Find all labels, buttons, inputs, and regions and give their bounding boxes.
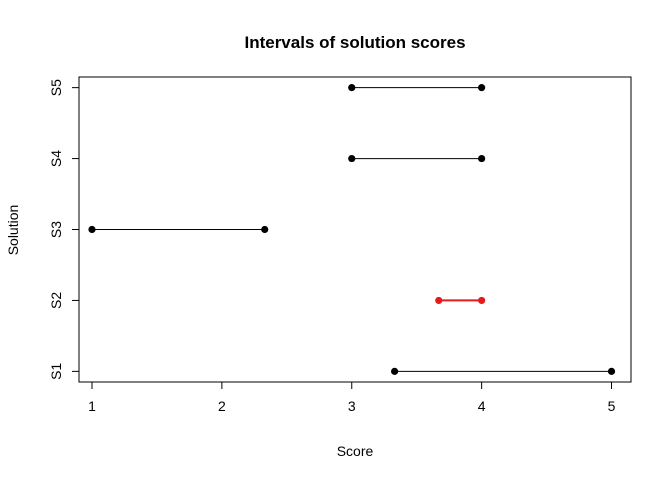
interval-high-point <box>261 225 269 234</box>
x-tick-label: 4 <box>478 398 486 414</box>
y-tick-label: S5 <box>48 79 64 96</box>
interval-s1 <box>391 367 616 375</box>
interval-high-point <box>478 154 486 163</box>
interval-s4 <box>348 154 486 163</box>
interval-series <box>88 84 616 375</box>
interval-high-point <box>478 84 486 92</box>
x-tick-label: 2 <box>218 398 226 414</box>
interval-low-point <box>348 154 356 163</box>
y-tick-label: S1 <box>48 363 64 380</box>
interval-s3 <box>88 225 269 234</box>
interval-s5 <box>348 84 486 92</box>
interval-high-point <box>607 367 616 375</box>
interval-low-point <box>88 225 96 234</box>
y-axis: S1 S2 S3 S4 S5 <box>48 79 80 380</box>
x-tick-label: 5 <box>608 398 616 414</box>
interval-high-point <box>478 296 486 305</box>
y-tick-label: S2 <box>48 292 64 309</box>
interval-s2 <box>435 296 486 305</box>
y-tick-label: S4 <box>48 150 64 167</box>
y-tick-label: S3 <box>48 221 64 238</box>
interval-low-point <box>391 367 399 375</box>
x-axis-label: Score <box>337 443 374 459</box>
y-axis-label: Solution <box>5 205 21 256</box>
interval-low-point <box>348 84 356 92</box>
interval-low-point <box>435 296 443 305</box>
x-axis: 1 2 3 4 5 <box>88 381 616 414</box>
x-tick-label: 1 <box>88 398 96 414</box>
chart-title: Intervals of solution scores <box>244 33 465 52</box>
x-tick-label: 3 <box>348 398 356 414</box>
